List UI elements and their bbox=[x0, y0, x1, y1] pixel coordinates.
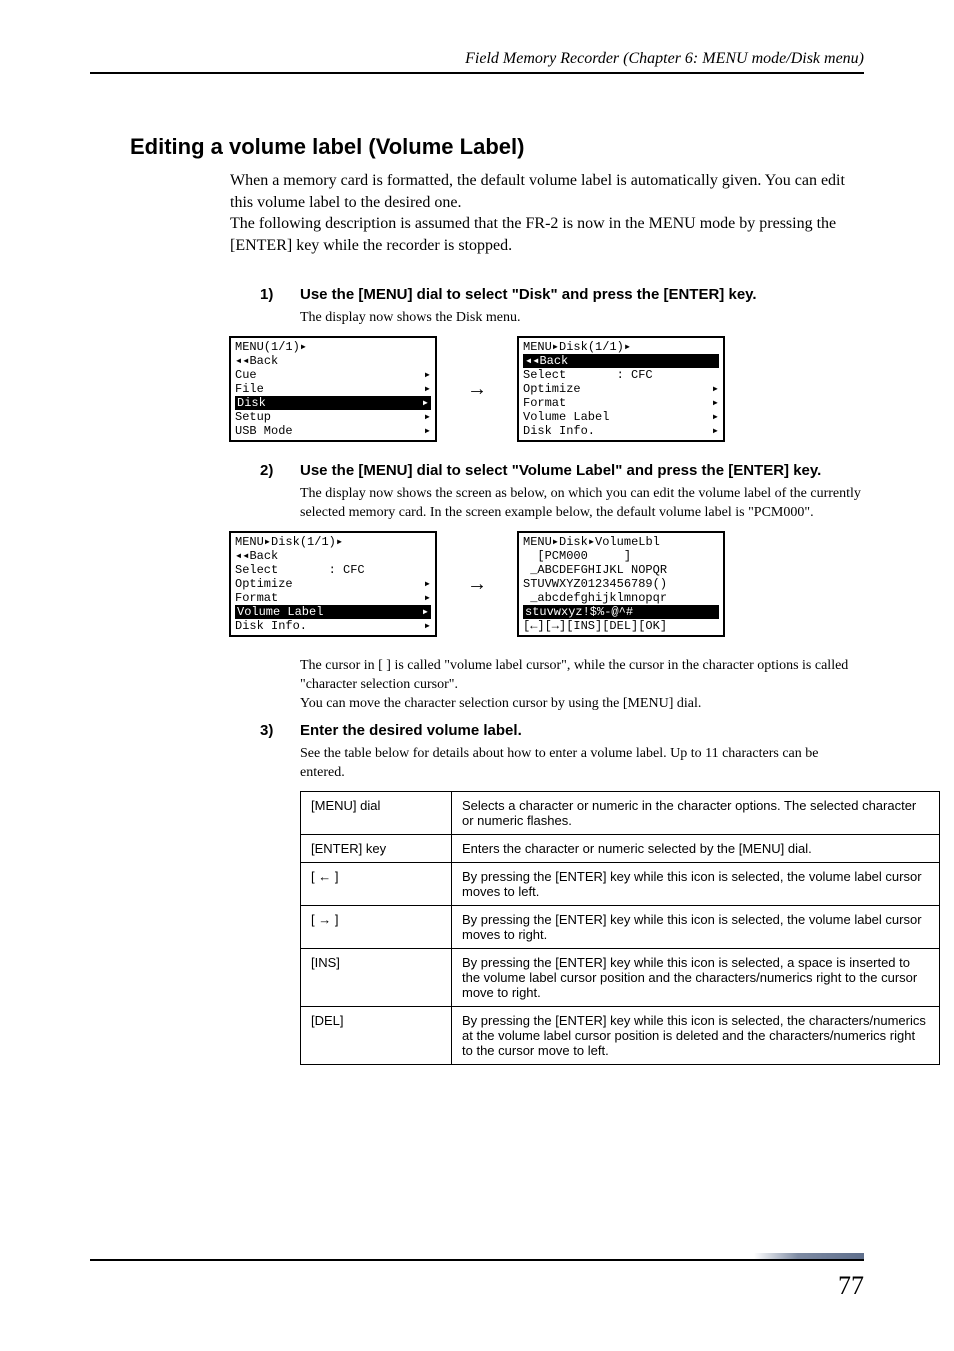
page-header: Field Memory Recorder (Chapter 6: MENU m… bbox=[90, 50, 864, 74]
step-1-heading: 1) Use the [MENU] dial to select "Disk" … bbox=[260, 286, 864, 303]
step-3-desc: See the table below for details about ho… bbox=[300, 745, 864, 783]
controls-table: [MENU] dialSelects a character or numeri… bbox=[300, 791, 940, 1065]
footer-rule bbox=[90, 1259, 864, 1261]
table-key: [ ← ] bbox=[301, 862, 452, 905]
step-number: 1) bbox=[260, 286, 280, 303]
table-val: By pressing the [ENTER] key while this i… bbox=[452, 905, 940, 948]
table-val: Selects a character or numeric in the ch… bbox=[452, 791, 940, 834]
table-row: [ → ]By pressing the [ENTER] key while t… bbox=[301, 905, 940, 948]
step-title: Enter the desired volume label. bbox=[300, 722, 522, 739]
page-number: 77 bbox=[838, 1271, 864, 1301]
table-key: [ENTER] key bbox=[301, 834, 452, 862]
table-key: [DEL] bbox=[301, 1006, 452, 1064]
lcd-disk-menu: MENU▸Disk(1/1)▸◂◂BackSelect : CFCOptimiz… bbox=[517, 336, 725, 442]
step-2-desc2: The cursor in [ ] is called "volume labe… bbox=[300, 657, 864, 714]
step-3-heading: 3) Enter the desired volume label. bbox=[260, 722, 864, 739]
step-2-desc: The display now shows the screen as belo… bbox=[300, 485, 864, 523]
lcd-menu-main: MENU(1/1)▸◂◂BackCue▸File▸Disk▸Setup▸USB … bbox=[229, 336, 437, 442]
table-key: [INS] bbox=[301, 948, 452, 1006]
step-1-desc: The display now shows the Disk menu. bbox=[300, 309, 864, 328]
arrow-icon: → bbox=[467, 378, 487, 401]
step-1-lcds: MENU(1/1)▸◂◂BackCue▸File▸Disk▸Setup▸USB … bbox=[90, 336, 864, 442]
table-row: [INS]By pressing the [ENTER] key while t… bbox=[301, 948, 940, 1006]
intro-paragraph: When a memory card is formatted, the def… bbox=[230, 170, 864, 256]
section-title: Editing a volume label (Volume Label) bbox=[130, 134, 864, 160]
table-row: [ ← ]By pressing the [ENTER] key while t… bbox=[301, 862, 940, 905]
arrow-icon: → bbox=[467, 573, 487, 596]
table-key: [ → ] bbox=[301, 905, 452, 948]
step-title: Use the [MENU] dial to select "Volume La… bbox=[300, 462, 821, 479]
footer-accent bbox=[754, 1253, 864, 1259]
table-row: [ENTER] keyEnters the character or numer… bbox=[301, 834, 940, 862]
table-val: By pressing the [ENTER] key while this i… bbox=[452, 1006, 940, 1064]
table-row: [DEL]By pressing the [ENTER] key while t… bbox=[301, 1006, 940, 1064]
lcd-volume-label-edit: MENU▸Disk▸VolumeLbl [PCM000 ] _ABCDEFGHI… bbox=[517, 531, 725, 637]
lcd-disk-menu-2: MENU▸Disk(1/1)▸◂◂BackSelect : CFCOptimiz… bbox=[229, 531, 437, 637]
table-val: By pressing the [ENTER] key while this i… bbox=[452, 948, 940, 1006]
step-title: Use the [MENU] dial to select "Disk" and… bbox=[300, 286, 757, 303]
step-2-heading: 2) Use the [MENU] dial to select "Volume… bbox=[260, 462, 864, 479]
step-2-lcds: MENU▸Disk(1/1)▸◂◂BackSelect : CFCOptimiz… bbox=[90, 531, 864, 637]
table-key: [MENU] dial bbox=[301, 791, 452, 834]
table-val: By pressing the [ENTER] key while this i… bbox=[452, 862, 940, 905]
table-val: Enters the character or numeric selected… bbox=[452, 834, 940, 862]
step-number: 2) bbox=[260, 462, 280, 479]
table-row: [MENU] dialSelects a character or numeri… bbox=[301, 791, 940, 834]
step-number: 3) bbox=[260, 722, 280, 739]
